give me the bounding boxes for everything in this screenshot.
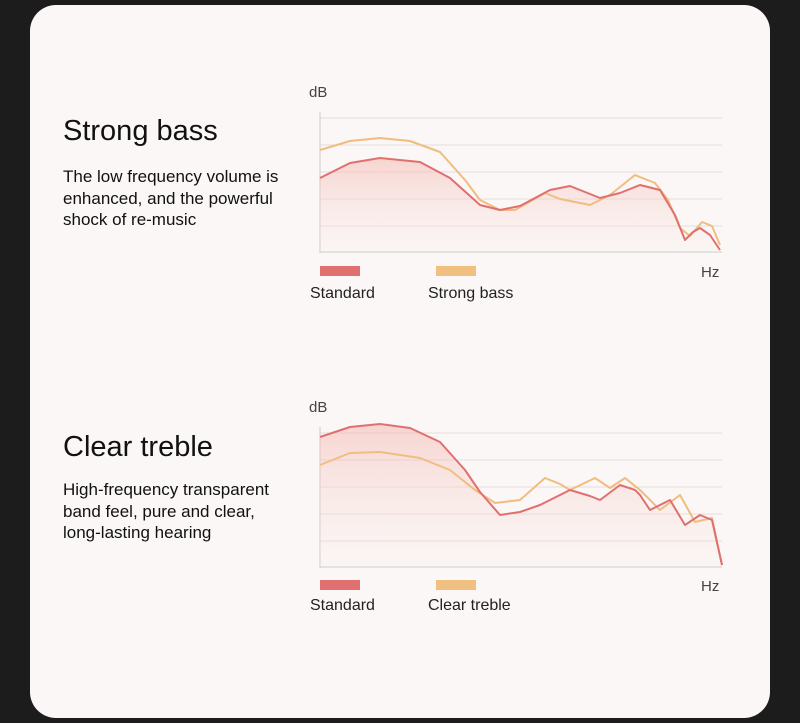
description-line: long-lasting hearing — [63, 523, 212, 542]
curve-clear-treble — [319, 451, 723, 566]
legend-swatch — [436, 266, 476, 276]
section-title: Clear treble — [63, 431, 213, 463]
description-line: shock of re-music — [63, 210, 197, 229]
area — [320, 424, 722, 567]
curve-standard — [319, 157, 721, 251]
chart-2 — [319, 423, 723, 590]
section-title: Strong bass — [63, 115, 218, 147]
card — [30, 5, 770, 718]
x-axis-label: Hz — [701, 264, 720, 281]
legend-swatch — [320, 580, 360, 590]
legend-label: Clear treble — [428, 597, 511, 614]
legend-swatch — [320, 266, 360, 276]
curve-standard — [319, 423, 723, 566]
description-line: band feel, pure and clear, — [63, 501, 255, 521]
description-line: enhanced, and the powerful — [63, 188, 273, 208]
curve-strong-bass — [319, 137, 721, 246]
legend-label: Standard — [310, 597, 375, 614]
legend-swatch — [436, 580, 476, 590]
area — [320, 158, 720, 252]
y-axis-label: dB — [309, 84, 328, 101]
y-axis-label: dB — [309, 399, 328, 416]
description-line: The low frequency volume is — [63, 167, 279, 186]
description-line: High-frequency transparent — [63, 480, 270, 499]
legend-label: Strong bass — [428, 285, 514, 302]
x-axis-label: Hz — [701, 578, 720, 595]
legend-label: Standard — [310, 285, 375, 302]
chart-1 — [319, 112, 722, 276]
